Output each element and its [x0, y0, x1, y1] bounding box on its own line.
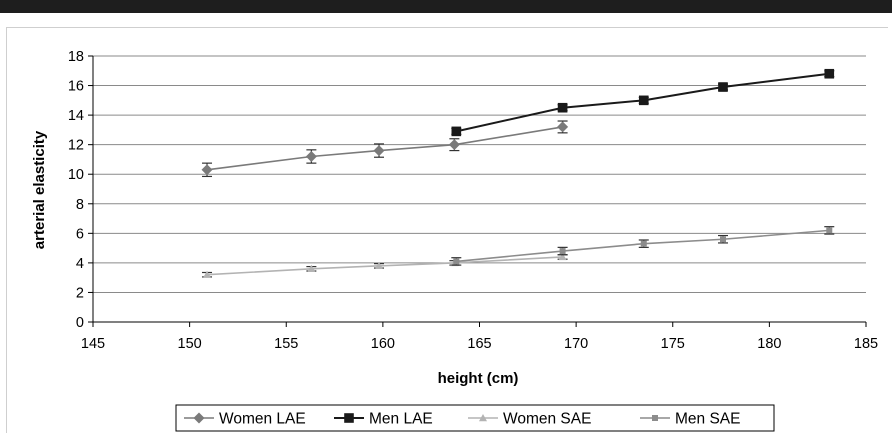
legend: Women LAE Men LAE Women SAE Men SAE	[175, 404, 775, 432]
y-tick-labels: 0 2 4 6 8 10 12 14 16 18	[68, 49, 84, 331]
x-tick-label: 160	[371, 336, 395, 352]
data-point	[557, 102, 568, 113]
series-line	[206, 256, 563, 276]
x-tick-label: 180	[757, 336, 781, 352]
legend-label: Men SAE	[675, 411, 740, 428]
axes	[88, 55, 867, 327]
legend-entry: Women LAE	[184, 411, 306, 428]
grid-lines	[93, 55, 866, 293]
series-line	[206, 126, 563, 171]
series-layer	[201, 68, 835, 278]
x-tick-label: 165	[467, 336, 491, 352]
x-tick-label: 145	[81, 336, 105, 352]
legend-entry: Men LAE	[334, 411, 433, 428]
x-tick-label: 155	[274, 336, 298, 352]
data-point	[451, 126, 462, 137]
legend-entry: Men SAE	[640, 411, 740, 428]
y-tick-label: 4	[76, 256, 84, 272]
data-point	[305, 150, 317, 162]
data-point	[559, 248, 566, 255]
y-tick-label: 0	[76, 315, 84, 331]
data-point	[824, 68, 835, 79]
y-tick-label: 16	[68, 79, 84, 95]
top-border-bar	[0, 0, 892, 13]
legend-entry: Women SAE	[468, 411, 591, 428]
legend-marker-swatch	[652, 415, 658, 421]
y-tick-label: 6	[76, 226, 84, 242]
legend-label: Women SAE	[503, 411, 591, 428]
data-point	[453, 258, 460, 265]
data-point	[719, 236, 726, 243]
data-point	[826, 227, 833, 234]
data-point	[718, 82, 728, 92]
data-point	[557, 121, 569, 133]
data-point	[448, 139, 460, 151]
x-tick-label: 185	[854, 336, 878, 352]
series-men-sae	[451, 226, 835, 266]
data-point	[373, 145, 385, 157]
legend-label: Men LAE	[369, 411, 433, 428]
x-tick-label: 170	[564, 336, 588, 352]
data-point	[203, 270, 212, 278]
y-tick-label: 10	[68, 167, 84, 183]
legend-marker-swatch	[193, 412, 205, 424]
data-point	[640, 240, 647, 247]
y-tick-label: 18	[68, 49, 84, 65]
legend-marker-swatch	[479, 414, 487, 422]
chart-frame	[6, 27, 888, 433]
data-point	[638, 95, 649, 106]
data-point	[375, 261, 384, 270]
x-axis-title: height (cm)	[438, 370, 519, 387]
y-tick-label: 2	[76, 285, 84, 301]
x-tick-label: 175	[661, 336, 685, 352]
y-axis-title: arterial elasticity	[31, 130, 48, 249]
data-point	[307, 264, 316, 272]
series-women-lae	[201, 120, 569, 178]
data-point	[558, 252, 567, 261]
y-tick-label: 8	[76, 197, 84, 213]
y-tick-label: 12	[68, 138, 84, 154]
x-tick-labels: 145 150 155 160 165 170 175 180 185	[81, 336, 878, 352]
y-tick-label: 14	[68, 108, 84, 124]
x-tick-label: 150	[178, 336, 202, 352]
series-men-lae	[451, 68, 835, 137]
legend-marker-swatch	[344, 413, 354, 423]
legend-label: Women LAE	[219, 411, 306, 428]
data-point	[201, 164, 213, 176]
